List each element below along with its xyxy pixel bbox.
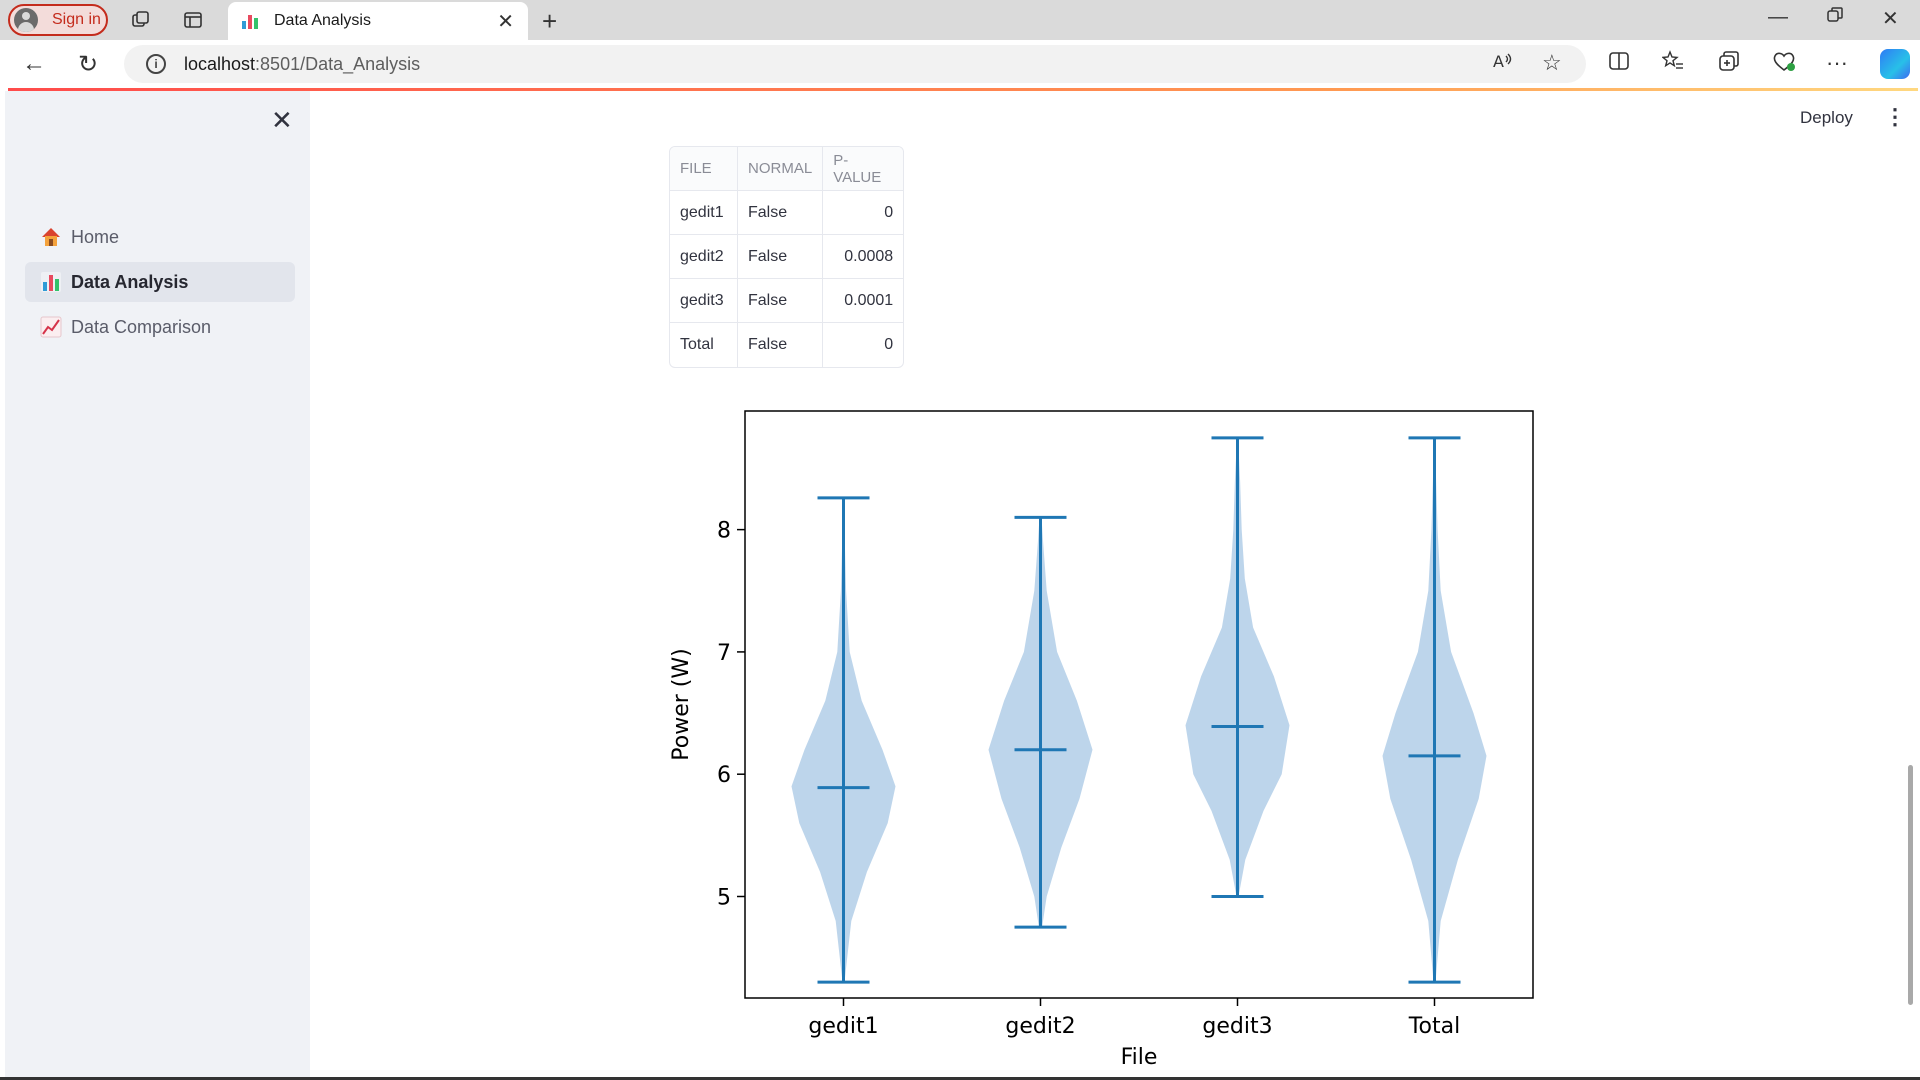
split-screen-icon[interactable] <box>1608 50 1630 78</box>
line-chart-icon <box>39 315 63 339</box>
tab-favicon-icon <box>242 13 258 29</box>
deploy-button[interactable]: Deploy <box>1800 108 1853 127</box>
table-cell: gedit1 <box>670 191 738 235</box>
tab-title: Data Analysis <box>274 12 371 29</box>
table-cell: 0 <box>823 191 904 235</box>
table-row: Total False 0 <box>670 323 903 367</box>
sidebar-item-data-comparison[interactable]: Data Comparison <box>25 307 295 347</box>
favorite-star-icon[interactable]: ☆ <box>1542 50 1562 75</box>
x-tick-label: gedit2 <box>1005 1014 1075 1039</box>
sidebar-item-label: Data Comparison <box>71 316 212 337</box>
table-cell: False <box>738 279 824 323</box>
table-row: gedit3 False 0.0001 <box>670 279 904 323</box>
column-header[interactable]: FILE <box>670 147 738 191</box>
sidebar: ✕ Home Data Analysis Data Comparison <box>5 91 310 1080</box>
violin-group <box>791 436 1487 984</box>
x-axis-ticks: gedit1 gedit2 gedit3 Total <box>808 998 1460 1039</box>
sidebar-item-label: Home <box>71 226 120 247</box>
svg-text:A: A <box>1493 52 1504 71</box>
more-options-icon[interactable]: ··· <box>1826 50 1848 75</box>
y-axis-ticks: 5 6 7 8 <box>717 519 745 910</box>
refresh-icon[interactable]: ↻ <box>78 51 99 78</box>
window-bottom-edge <box>0 1077 1920 1080</box>
x-tick-label: gedit1 <box>808 1014 878 1039</box>
favorites-list-icon[interactable] <box>1661 50 1684 78</box>
close-window-icon[interactable]: ✕ <box>1882 8 1899 30</box>
x-axis-label: File <box>1121 1045 1158 1070</box>
url-host: localhost <box>184 53 256 74</box>
copilot-icon[interactable] <box>1880 49 1910 79</box>
back-icon[interactable]: ← <box>22 50 46 77</box>
table-header-row: FILE NORMAL P-VALUE <box>670 147 904 191</box>
table-cell: 0.0008 <box>823 235 904 279</box>
site-info-icon[interactable]: i <box>146 54 166 74</box>
read-aloud-icon[interactable]: A <box>1492 50 1514 78</box>
sidebar-item-label: Data Analysis <box>71 271 189 292</box>
browser-essentials-icon[interactable] <box>1772 50 1796 78</box>
table-cell: gedit3 <box>670 279 738 323</box>
minimize-icon[interactable]: — <box>1768 6 1788 28</box>
normality-table: FILE NORMAL P-VALUE gedit1 False 0 gedit… <box>669 146 905 368</box>
y-tick-label: 8 <box>717 519 731 544</box>
table-row: gedit1 False 0 <box>670 191 904 235</box>
plot-frame <box>744 410 1534 999</box>
table-cell: Total <box>670 323 738 367</box>
url-field[interactable]: i localhost:8501/Data_Analysis <box>124 45 1586 83</box>
table-cell: gedit2 <box>670 235 738 279</box>
active-tab[interactable]: Data Analysis ✕ <box>228 2 528 40</box>
status-gradient-bar <box>8 88 1918 91</box>
address-toolbar: ← ↻ i localhost:8501/Data_Analysis A ☆ ·… <box>0 40 1920 88</box>
table-cell: False <box>738 191 824 235</box>
house-icon <box>39 225 63 249</box>
new-tab-icon[interactable]: + <box>542 6 558 36</box>
bar-chart-icon <box>39 270 63 294</box>
close-tab-icon[interactable]: ✕ <box>497 10 514 33</box>
x-tick-label: gedit3 <box>1202 1014 1272 1039</box>
url-path: :8501/Data_Analysis <box>255 53 421 74</box>
page-scrollbar[interactable] <box>1908 765 1913 1005</box>
table-cell: False <box>738 235 824 279</box>
table-row: gedit2 False 0.0008 <box>670 235 904 279</box>
workspaces-icon[interactable] <box>129 8 153 32</box>
vertical-tabs-icon[interactable] <box>181 8 205 32</box>
column-header[interactable]: NORMAL <box>738 147 824 191</box>
restore-icon[interactable] <box>1826 6 1844 30</box>
column-header[interactable]: P-VALUE <box>823 147 904 191</box>
profile-avatar-icon <box>14 8 38 32</box>
sidebar-item-data-analysis[interactable]: Data Analysis <box>25 262 295 302</box>
table-cell: False <box>738 323 824 367</box>
y-tick-label: 5 <box>717 885 731 910</box>
sign-in-button[interactable]: Sign in <box>8 4 108 36</box>
y-axis-label: Power (W) <box>669 648 694 760</box>
y-tick-label: 6 <box>717 763 731 788</box>
y-tick-label: 7 <box>717 641 731 666</box>
main-menu-icon[interactable]: ⋮ <box>1884 104 1906 129</box>
table-cell: 0.0001 <box>823 279 904 323</box>
sign-in-label: Sign in <box>52 11 101 28</box>
close-sidebar-icon[interactable]: ✕ <box>271 105 293 135</box>
browser-tab-bar: Sign in Data Analysis ✕ + — ✕ <box>0 0 1920 40</box>
violin-chart: 5 6 7 8 gedit1 gedit2 gedit3 Total File Power … <box>669 410 1534 1070</box>
sidebar-item-home[interactable]: Home <box>25 217 295 257</box>
sidebar-nav: Home Data Analysis Data Comparison <box>25 217 295 352</box>
x-tick-label: Total <box>1408 1014 1460 1039</box>
collections-icon[interactable] <box>1718 50 1740 78</box>
table-cell: 0 <box>884 336 894 353</box>
